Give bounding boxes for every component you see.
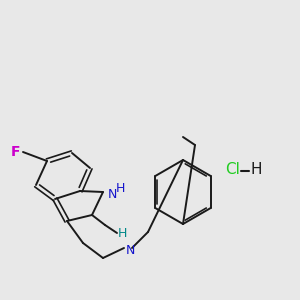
Text: H: H: [117, 227, 127, 240]
Text: H: H: [116, 182, 125, 194]
Text: Cl: Cl: [225, 163, 240, 178]
Text: N: N: [126, 244, 135, 256]
Text: F: F: [11, 145, 20, 159]
Text: H: H: [250, 163, 262, 178]
Text: N: N: [108, 188, 117, 200]
